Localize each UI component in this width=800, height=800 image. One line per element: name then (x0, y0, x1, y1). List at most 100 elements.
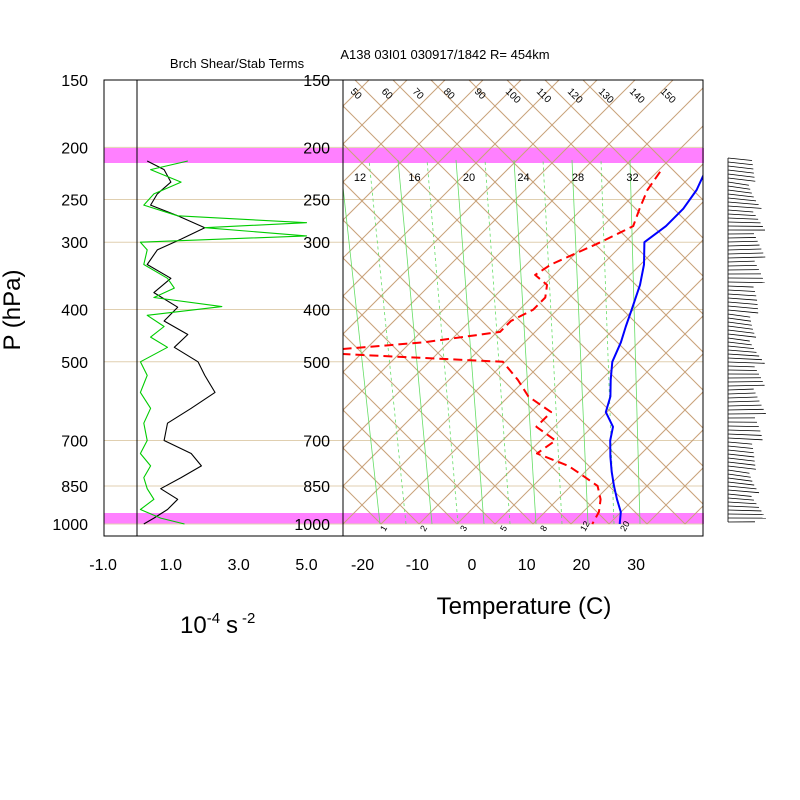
left-x-tick-labels: -1.0 1.0 3.0 5.0 (89, 557, 317, 574)
wind-barb (727, 317, 752, 322)
isotherm-line (343, 87, 703, 449)
highlight-band-top (104, 148, 704, 163)
adiabat-line (343, 333, 534, 525)
adiabat-label: 80 (441, 86, 457, 102)
adiabat-line (343, 105, 703, 467)
right-panel-frame (342, 79, 704, 537)
isotherm-line (343, 80, 636, 373)
wind-barb (727, 260, 755, 263)
mixing-ratio-top-label: 12 (354, 172, 366, 184)
pressure-tick-label: 300 (303, 235, 330, 252)
wind-barb (727, 197, 757, 202)
temperature-tick-label: -20 (351, 557, 374, 574)
temperature-tick-label: 10 (518, 557, 536, 574)
mixing-ratio-bottom-label: 20 (618, 519, 632, 533)
temperature-line (604, 173, 703, 525)
mixing-ratio-top-label: 16 (408, 172, 420, 184)
wind-barb (727, 493, 752, 497)
adiabat-line (343, 257, 610, 525)
wind-barb (727, 425, 759, 428)
isotherm-line (418, 239, 703, 525)
left-x-tick-label: -1.0 (89, 557, 117, 574)
isotherm-line (343, 163, 703, 525)
wind-barb (727, 353, 760, 357)
adiabat-line (544, 80, 703, 239)
adiabat-line (582, 80, 703, 201)
pressure-tick-label: 500 (61, 355, 88, 372)
wind-barb (727, 441, 753, 445)
mixing-ratio-line (426, 159, 459, 525)
mixing-ratio-bottom-label: 3 (458, 524, 469, 533)
isotherm-line (343, 80, 408, 145)
wind-barb (727, 221, 761, 224)
isotherm-line (343, 80, 446, 183)
mixing-ratio-line (542, 159, 563, 525)
left-x-tick-label: 1.0 (160, 557, 182, 574)
wind-barb (727, 205, 762, 209)
skewt-background-lines (0, 24, 703, 525)
wind-barb (727, 177, 756, 182)
mixing-ratio-line (629, 159, 641, 525)
wind-barb (727, 165, 754, 170)
adiabat-line (343, 371, 496, 525)
stability-term-line (139, 160, 308, 525)
wind-barb (727, 404, 762, 407)
wind-barb (727, 437, 763, 441)
left-x-axis-label-unit: s (226, 612, 238, 639)
wind-barb (727, 217, 759, 220)
mixing-ratio-line (343, 183, 381, 525)
isotherm-line (494, 315, 703, 525)
pressure-tick-label: 1000 (52, 517, 88, 534)
wind-barb (727, 365, 755, 368)
wind-barb (727, 301, 758, 305)
adiabat-line (0, 24, 305, 524)
mixing-ratio-bottom-labels: 1 2 3 5 8 12 20 (378, 519, 632, 533)
isotherm-line (343, 80, 484, 221)
mixing-ratio-line (484, 159, 511, 525)
wind-barb (727, 281, 765, 284)
adiabat-line (392, 80, 703, 391)
mixing-ratio-top-label: 32 (626, 172, 638, 184)
isotherm-line (343, 80, 598, 335)
adiabat-line (354, 80, 703, 429)
wind-barb (727, 333, 757, 338)
wind-barb (727, 449, 754, 454)
mixing-ratio-line (571, 159, 589, 525)
wind-barb (727, 392, 756, 395)
adiabat-line (430, 80, 703, 353)
wind-barb (727, 457, 755, 462)
pressure-tick-label: 500 (303, 355, 330, 372)
wind-barb (727, 305, 758, 310)
wind-barb (727, 329, 755, 334)
wind-barb (727, 388, 754, 391)
pressure-tick-label: 850 (303, 479, 330, 496)
highlight-band-bottom (104, 513, 704, 524)
wind-barb (727, 461, 756, 466)
adiabat-label: 150 (658, 86, 678, 106)
wind-barb (727, 396, 758, 399)
wind-barb (727, 256, 766, 259)
pressure-tick-label: 150 (303, 73, 330, 90)
pressure-tick-labels-left: 150 200 250 300 400 500 700 850 1000 (52, 73, 88, 534)
adiabat-line (343, 143, 703, 505)
pressure-tick-label: 300 (61, 235, 88, 252)
wind-barb (727, 213, 756, 217)
temperature-tick-label: 0 (468, 557, 477, 574)
isotherm-line (380, 201, 703, 525)
wind-barb (727, 381, 763, 383)
wind-barb (727, 325, 753, 330)
pressure-axis-label: P (hPa) (0, 270, 26, 351)
isotherm-line (608, 429, 703, 525)
wind-barb (727, 313, 751, 318)
wind-barb (727, 473, 751, 478)
pressure-tick-label: 700 (303, 434, 330, 451)
wind-barb (727, 337, 750, 342)
pressure-tick-label: 1000 (294, 517, 330, 534)
temperature-tick-labels: -20 -10 0 10 20 30 (351, 557, 645, 574)
isotherm-line (343, 80, 560, 297)
wind-barb (727, 349, 757, 353)
wind-barb (727, 244, 760, 247)
wind-barb (727, 297, 758, 301)
pressure-tick-label: 250 (303, 193, 330, 210)
wind-barbs (727, 157, 766, 523)
